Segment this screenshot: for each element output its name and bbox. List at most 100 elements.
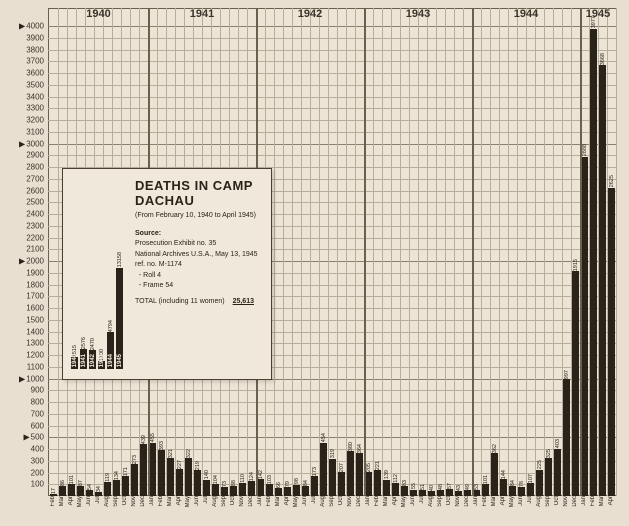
gridline-h xyxy=(48,108,617,109)
month-bar: 393 xyxy=(158,450,165,496)
gridline-v xyxy=(328,8,329,496)
month-bar-value: 144 xyxy=(501,469,507,479)
month-bar: 439 xyxy=(140,444,147,496)
gridline-v xyxy=(445,8,446,496)
month-label: Apr xyxy=(68,496,75,507)
month-label: May xyxy=(509,496,516,509)
month-label: Aug xyxy=(212,496,219,509)
inset-text-block: DEATHS IN CAMP DACHAU (From February 10,… xyxy=(135,179,263,305)
y-tick-label: 1600 xyxy=(0,304,44,313)
month-label: Jun xyxy=(518,496,525,508)
month-label: Oct xyxy=(122,496,129,507)
month-bar: 322 xyxy=(185,458,192,496)
month-bar: 2625 xyxy=(608,188,615,496)
month-bar-value: 101 xyxy=(483,474,489,484)
gridline-h xyxy=(48,61,617,62)
month-bar: 84 xyxy=(302,486,309,496)
y-tick-label: 3400 xyxy=(0,92,44,101)
month-label: Mar xyxy=(275,496,282,508)
y-tick-label: 200 xyxy=(0,468,44,477)
month-bar: 124 xyxy=(248,481,255,496)
yearly-bar-value: 13158 xyxy=(117,252,123,267)
month-label: Jul xyxy=(95,496,102,506)
month-bar-value: 364 xyxy=(357,443,363,453)
y-tick-label: 2100 xyxy=(0,245,44,254)
month-bar: 364 xyxy=(356,453,363,496)
month-label: Apr xyxy=(500,496,507,507)
y-tick-label: ▶500 xyxy=(0,433,44,442)
month-bar: 86 xyxy=(59,486,66,496)
month-bar-value: 40 xyxy=(429,484,435,491)
month-label: Oct xyxy=(230,496,237,507)
y-tick-label: 1700 xyxy=(0,292,44,301)
month-bar-value: 134 xyxy=(114,470,120,480)
gridline-v xyxy=(517,8,518,496)
y-tick-label: ▶2000 xyxy=(0,257,44,266)
chart-frame: 17Feb86Mar101Apr87May54Jun34Jul119Aug134… xyxy=(0,0,629,526)
gridline-v xyxy=(463,8,464,496)
month-bar-value: 98 xyxy=(294,477,300,484)
month-label: Feb xyxy=(158,496,165,508)
inset-title: DEATHS IN CAMP DACHAU xyxy=(135,179,263,209)
y-tick-label: 400 xyxy=(0,445,44,454)
month-label: Apr xyxy=(176,496,183,507)
month-bar-value: 83 xyxy=(402,479,408,486)
y-tick-label: 1900 xyxy=(0,268,44,277)
yearly-bar-value: 4794 xyxy=(108,320,114,332)
year-label: 1945 xyxy=(586,8,610,20)
yearly-bar-label: 1940 xyxy=(72,354,78,367)
y-tick-label: ▶4000 xyxy=(0,22,44,31)
month-bar: 79 xyxy=(284,487,291,496)
gridline-v xyxy=(274,8,275,496)
month-bar: 321 xyxy=(167,458,174,496)
month-bar: 273 xyxy=(131,464,138,496)
gridline-h xyxy=(48,97,617,98)
title-line-1: DEATHS IN CAMP xyxy=(135,178,253,193)
source-line-1: Prosecution Exhibit no. 35 xyxy=(135,239,263,250)
gridline-v xyxy=(490,8,491,496)
source-line-3: ref. no. M-1174 xyxy=(135,260,263,271)
month-bar-value: 140 xyxy=(204,469,210,479)
gridline-v xyxy=(346,8,347,496)
gridline-h xyxy=(48,120,617,121)
gridline-v xyxy=(382,8,383,496)
month-bar: 454 xyxy=(320,443,327,496)
month-label: Dec xyxy=(572,496,579,509)
month-label: Jul xyxy=(527,496,534,506)
month-bar-value: 84 xyxy=(510,479,516,486)
month-label: Sep xyxy=(329,496,336,509)
month-bar: 3977 xyxy=(590,29,597,496)
total-label: TOTAL (including 11 women) xyxy=(135,298,225,305)
y-tick-label: 800 xyxy=(0,398,44,407)
gridline-v xyxy=(355,8,356,496)
gridline-h xyxy=(48,155,617,156)
gridline-v xyxy=(535,8,536,496)
month-bar-value: 322 xyxy=(186,448,192,458)
month-bar: 139 xyxy=(383,480,390,496)
month-bar-value: 173 xyxy=(312,466,318,476)
month-label: Aug xyxy=(536,496,543,509)
total-value: 25,613 xyxy=(233,298,254,305)
month-bar-value: 84 xyxy=(303,479,309,486)
month-bar-value: 221 xyxy=(375,460,381,470)
month-label: Dec xyxy=(140,496,147,509)
y-tick-label: 3700 xyxy=(0,57,44,66)
month-bar: 107 xyxy=(527,483,534,496)
month-bar: 227 xyxy=(176,469,183,496)
month-bar: 142 xyxy=(257,479,264,496)
source-line-2: National Archives U.S.A., May 13, 1945 xyxy=(135,250,263,261)
month-bar: 84 xyxy=(509,486,516,496)
month-label: Nov xyxy=(239,496,246,509)
month-bar: 66 xyxy=(275,488,282,496)
month-bar: 219 xyxy=(194,470,201,496)
month-label: May xyxy=(77,496,84,509)
gridline-h xyxy=(48,144,617,145)
month-label: Aug xyxy=(104,496,111,509)
y-tick-label: 3800 xyxy=(0,45,44,54)
y-tick-label: 2800 xyxy=(0,163,44,172)
month-bar-value: 17 xyxy=(51,487,57,494)
month-bar: 110 xyxy=(239,483,246,496)
month-bar-value: 103 xyxy=(267,474,273,484)
gridline-v xyxy=(58,8,59,496)
gridline-h xyxy=(48,50,617,51)
